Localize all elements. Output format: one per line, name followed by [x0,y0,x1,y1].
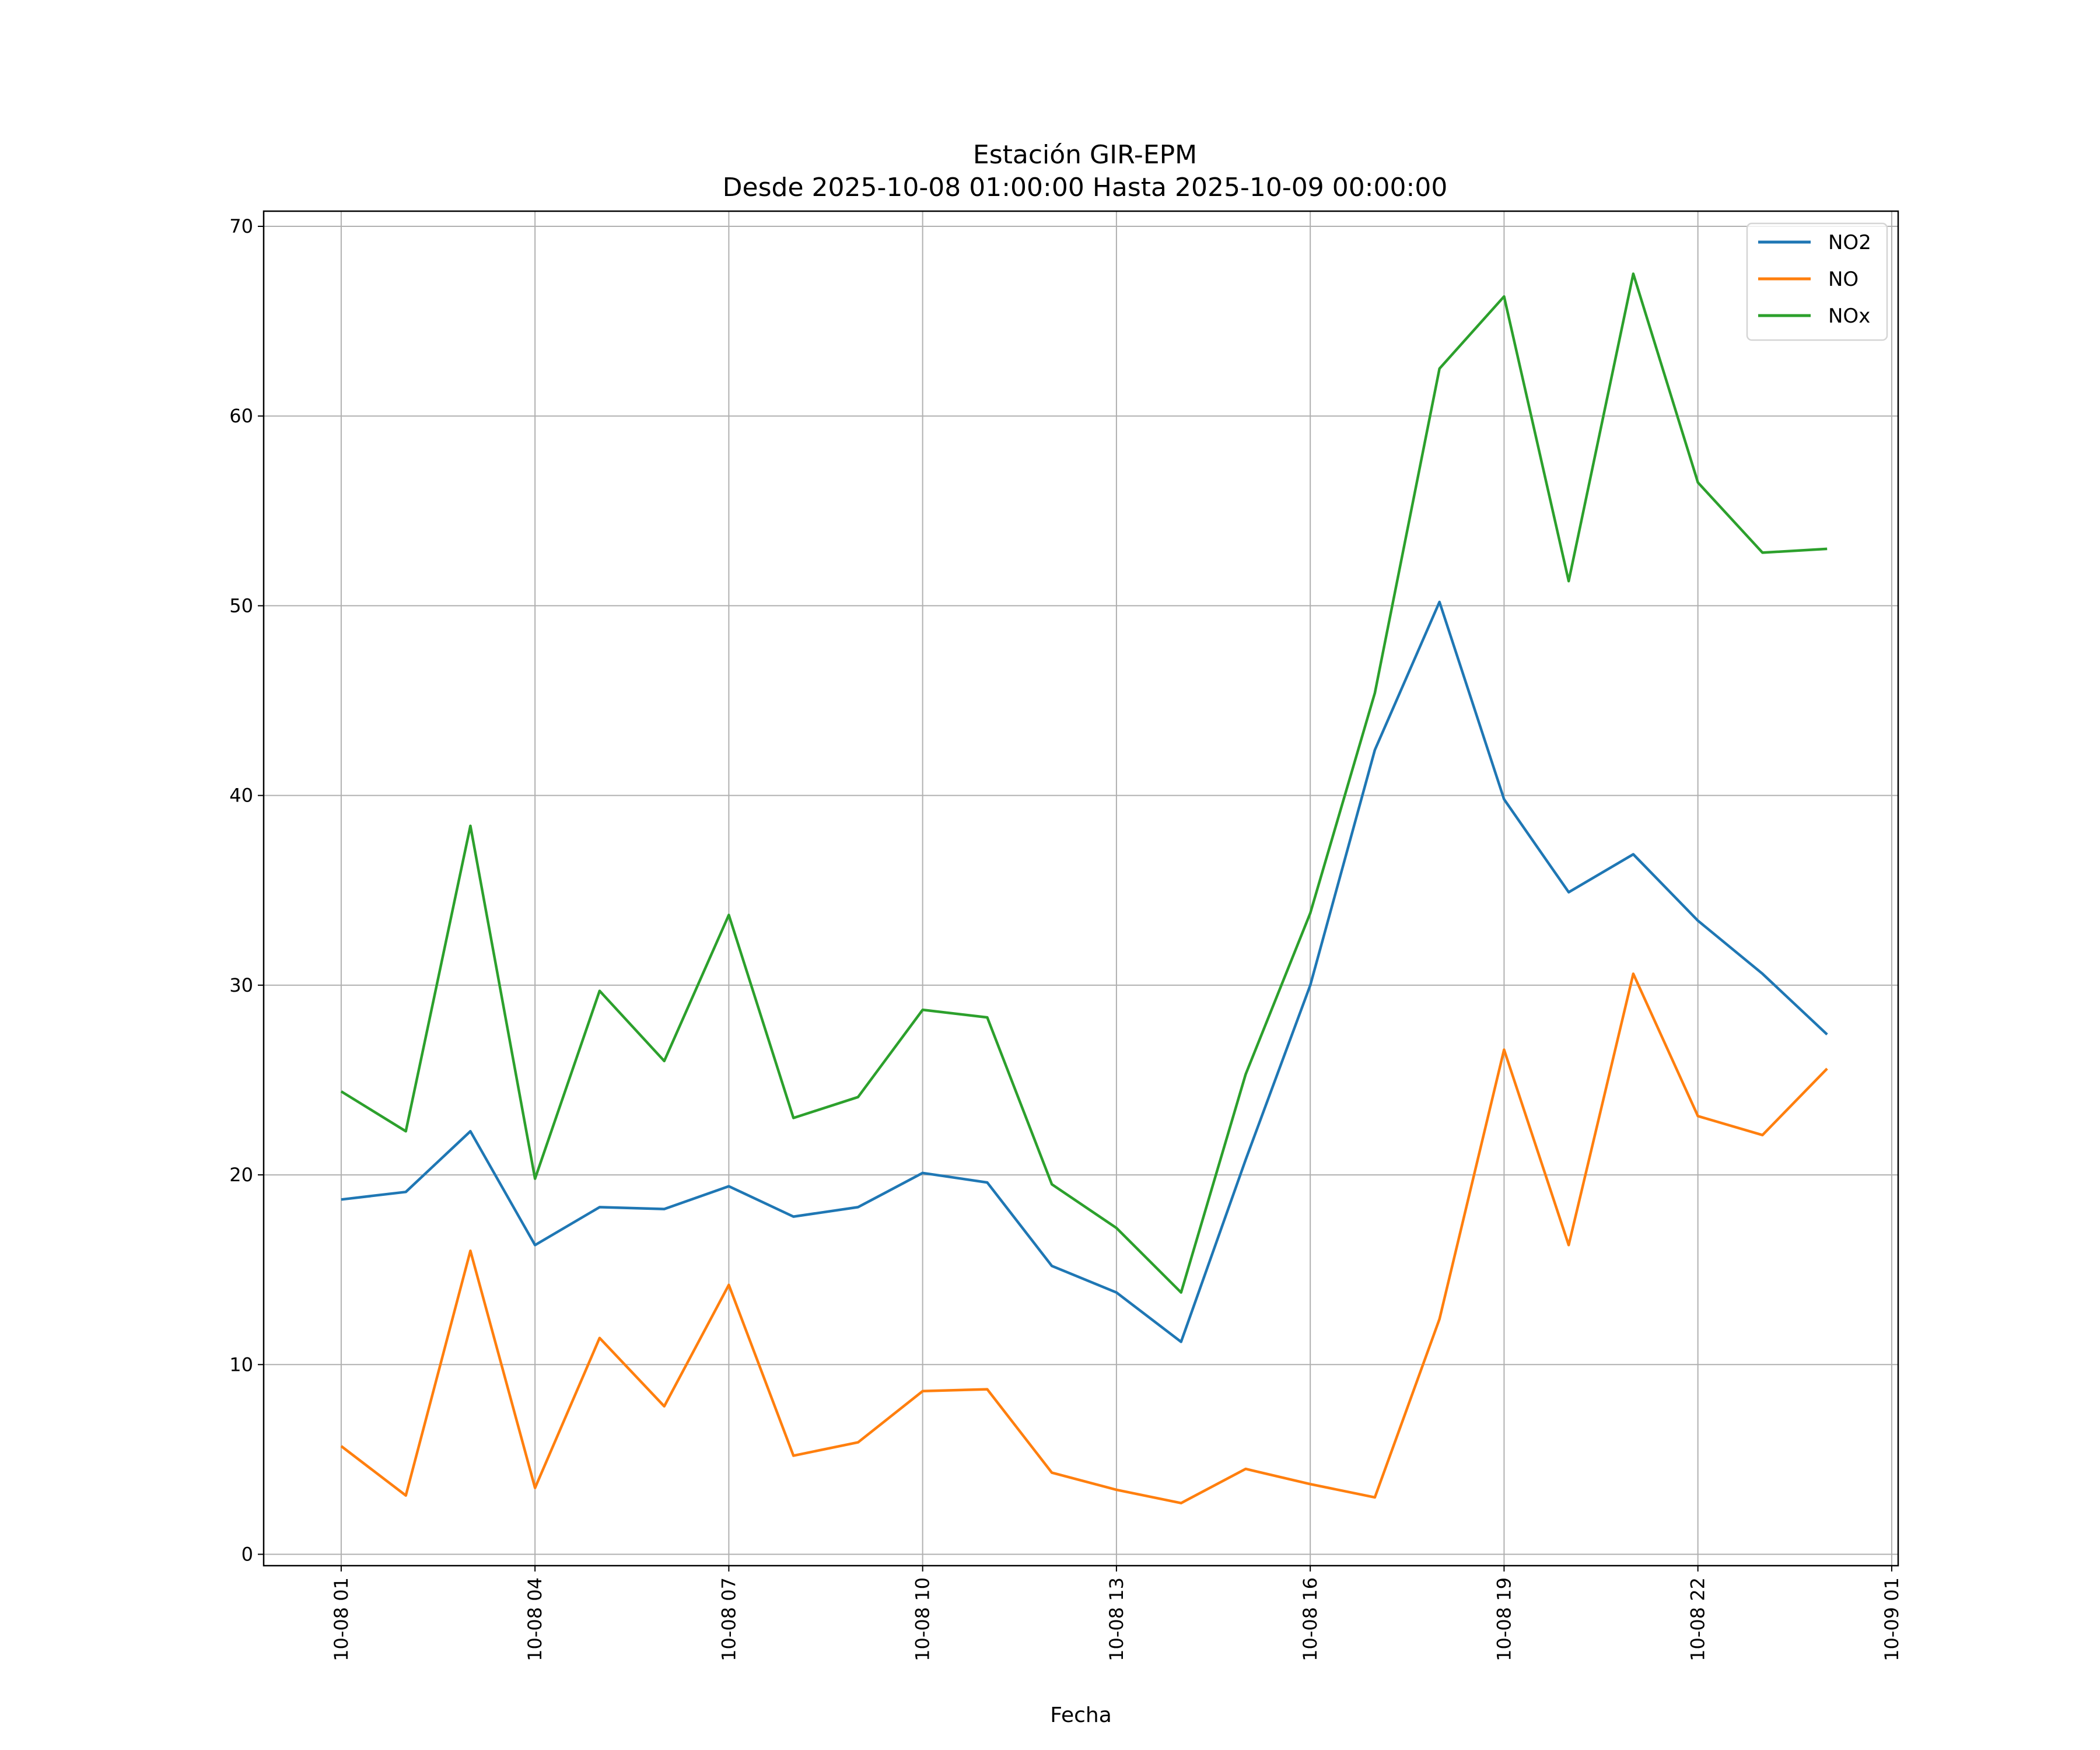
legend-label-no2: NO2 [1828,231,1871,254]
series-line-no2 [341,600,1828,1343]
y-tick-label: 10 [229,1353,253,1376]
plot-frame [262,210,1899,1567]
y-tick-label: 70 [229,215,253,237]
x-tick-label: 10-08 22 [1687,1577,1709,1661]
x-tick-label: 10-08 19 [1493,1577,1515,1661]
x-tick-label: 10-08 04 [524,1577,546,1661]
y-tick-label: 40 [229,785,253,807]
y-tick-label: 0 [242,1543,253,1565]
x-tick-label: 10-08 16 [1299,1577,1321,1661]
legend-box [1746,222,1888,341]
y-tick-label: 20 [229,1164,253,1186]
y-tick-label: 30 [229,974,253,996]
series-line-nox [340,272,1828,1294]
legend: NO2 NO NOx [1746,222,1888,341]
x-tick-label: 10-08 07 [718,1577,740,1661]
series-line-no [340,972,1828,1504]
y-tick-label: 60 [229,405,253,427]
x-axis-label: Fecha [1050,1703,1112,1727]
x-tick-label: 10-09 01 [1881,1577,1903,1661]
x-tick-label: 10-08 01 [330,1577,352,1661]
x-tick-label: 10-08 10 [912,1577,934,1661]
chart-title: Estación GIR-EPM [973,140,1197,170]
chart-subtitle: Desde 2025-10-08 01:00:00 Hasta 2025-10-… [723,173,1448,202]
y-tick-label: 50 [229,594,253,617]
legend-label-no: NO [1828,268,1859,291]
x-tick-label: 10-08 13 [1105,1577,1128,1661]
legend-label-nox: NOx [1828,304,1870,328]
